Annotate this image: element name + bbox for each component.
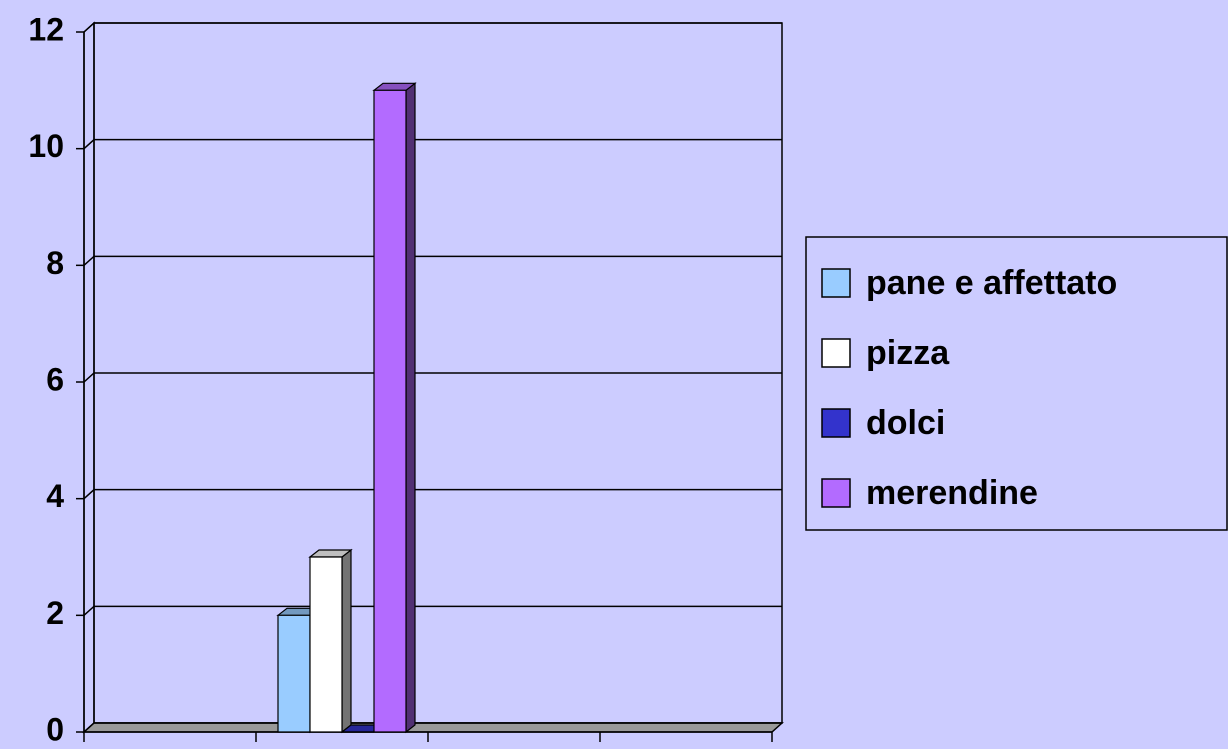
y-tick-label: 12 — [28, 11, 64, 47]
y-tick-label: 4 — [46, 478, 64, 514]
bar-side — [341, 548, 352, 734]
grid-line — [83, 372, 782, 383]
y-tick-label: 8 — [46, 245, 64, 281]
legend-label: pane e affettato — [866, 264, 1117, 302]
legend-swatch — [821, 408, 851, 438]
legend-swatch — [821, 338, 851, 368]
legend-label: dolci — [866, 404, 945, 442]
legend-box — [805, 236, 1228, 531]
bar-side — [405, 82, 416, 734]
y-tick-label: 0 — [46, 711, 64, 747]
grid-line — [83, 138, 782, 150]
floor — [82, 722, 784, 733]
grid-line — [83, 488, 782, 500]
grid-line — [83, 255, 782, 266]
grid-line — [83, 722, 782, 733]
bar — [308, 548, 353, 734]
grid-line — [83, 605, 782, 616]
legend-swatch — [821, 478, 851, 508]
bar-front — [373, 89, 407, 733]
bar — [372, 82, 417, 734]
grid-line — [83, 22, 782, 33]
bar-front — [277, 614, 311, 733]
legend-label: pizza — [866, 334, 950, 372]
y-tick-label: 6 — [46, 361, 64, 397]
bar-front — [309, 556, 343, 733]
legend-label: merendine — [866, 474, 1038, 512]
y-tick-label: 2 — [46, 595, 64, 631]
y-tick-label: 10 — [28, 128, 64, 164]
legend-swatch — [821, 268, 851, 298]
